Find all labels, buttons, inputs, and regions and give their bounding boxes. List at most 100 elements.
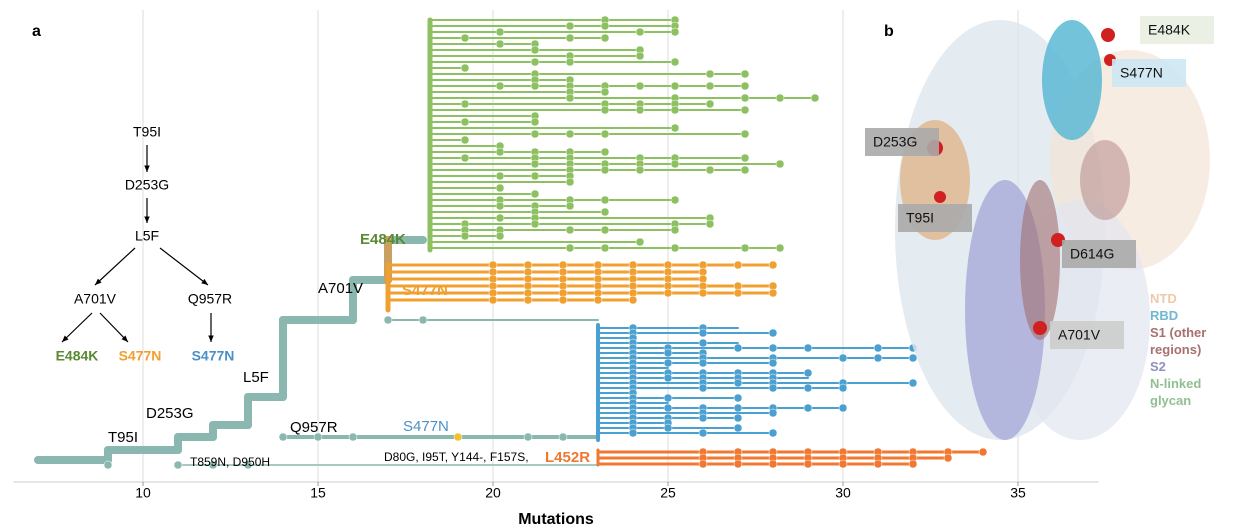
mutation-label: T95I [906,210,934,226]
x-tick-label: 15 [310,485,326,501]
tree-node [664,374,672,382]
tree-node [496,202,504,210]
tree-node [636,106,644,114]
x-tick-label: 35 [1010,485,1026,501]
tree-node [706,220,714,228]
tree-node [461,64,469,72]
tree-node [944,454,952,462]
tree-node [461,232,469,240]
tree-label: T859N, D950H [190,455,270,469]
tree-node [629,429,637,437]
tree-node [706,70,714,78]
tree-node [496,82,504,90]
tree-node [741,82,749,90]
tree-node [531,46,539,54]
tree-node [496,172,504,180]
tree-node [769,289,777,297]
tree-label: L452R [545,449,590,466]
tree-node [706,82,714,90]
tree-node [671,106,679,114]
tree-node [839,404,847,412]
tree-node [524,296,532,304]
tree-node [566,22,574,30]
tree-node [454,433,462,441]
mutation-label: E484K [1148,22,1191,38]
tree-node [734,379,742,387]
tree-node [699,339,707,347]
tree-node [699,460,707,468]
tree-node [384,316,392,324]
tree-node [699,359,707,367]
figure: 101520253035MutationsabT95ID253GL5FA701V… [0,0,1248,531]
tree-node [461,100,469,108]
pathway-node: E484K [56,348,99,364]
tree-node [664,394,672,402]
tree-node [804,344,812,352]
tree-node [811,94,819,102]
tree-node [874,344,882,352]
legend-entry: N-linked glycan [1150,375,1240,409]
tree-node [776,160,784,168]
tree-node [461,118,469,126]
tree-node [671,28,679,36]
tree-node [461,136,469,144]
tree-node [566,130,574,138]
tree-node [566,178,574,186]
tree-node [559,433,567,441]
tree-node [419,316,427,324]
tree-node [839,460,847,468]
figure-svg: 101520253035MutationsabT95ID253GL5FA701V… [0,0,1248,531]
pathway-arrow [160,248,208,285]
tree-node [104,461,112,469]
tree-node [979,448,987,456]
tree-node [601,130,609,138]
tree-node [566,244,574,252]
mutation-label: S477N [1120,65,1163,81]
tree-node [531,160,539,168]
tree-node [531,190,539,198]
tree-node [636,166,644,174]
tree-node [636,238,644,246]
tree-node [741,106,749,114]
tree-node [496,232,504,240]
tree-node [671,244,679,252]
tree-node [734,424,742,432]
x-tick-label: 20 [485,485,501,501]
tree-node [601,88,609,96]
tree-label: T95I [108,429,138,446]
tree-node [664,424,672,432]
panel-label: a [32,23,41,40]
pathway-arrow [95,248,135,285]
mutation-label: D614G [1070,246,1114,262]
tree-node [671,160,679,168]
pathway-node: A701V [74,291,117,307]
legend-entry: S1 (other regions) [1150,324,1240,358]
tree-node [804,460,812,468]
tree-node [776,94,784,102]
tree-node [874,460,882,468]
tree-node [839,384,847,392]
tree-node [601,208,609,216]
tree-node [664,359,672,367]
tree-label: D80G, I95T, Y144-, F157S, [384,450,529,464]
arrow-head [144,166,149,172]
tree-node [636,28,644,36]
tree-node [804,404,812,412]
tree-node [496,214,504,222]
tree-node [671,226,679,234]
tree-node [496,40,504,48]
tree-node [671,58,679,66]
tree-label: A701V [318,280,363,297]
tree-node [734,344,742,352]
tree-node [909,379,917,387]
pathway-node: S477N [119,348,162,364]
x-axis-label: Mutations [518,511,594,528]
tree-node [594,296,602,304]
tree-node [769,359,777,367]
legend-entry: S2 [1150,358,1240,375]
tree-node [601,196,609,204]
tree-node [531,82,539,90]
pathway-node: D253G [125,177,169,193]
legend: NTDRBDS1 (other regions)S2N-linked glyca… [1150,290,1240,409]
tree-node [671,124,679,132]
